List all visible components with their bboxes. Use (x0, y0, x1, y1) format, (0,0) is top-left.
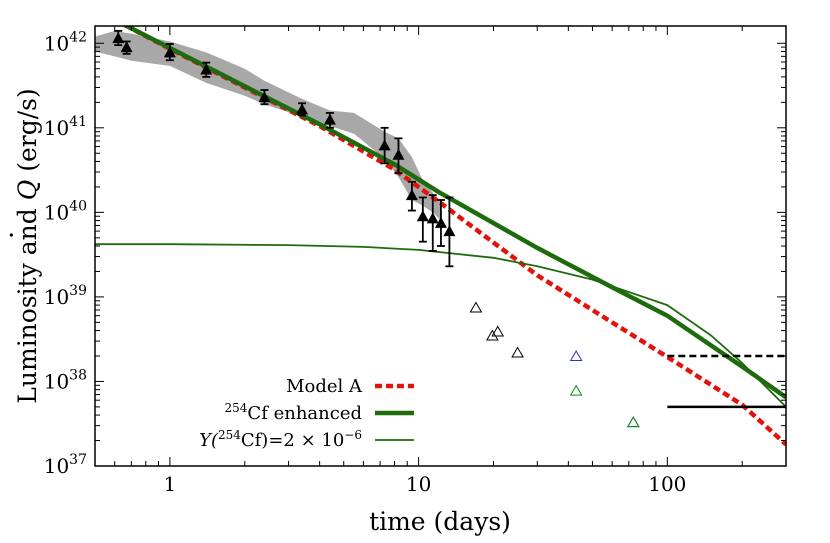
open-triangle-3 (511, 346, 524, 358)
y-tick-exponent: 40 (69, 198, 87, 214)
series-line-1 (122, 26, 786, 400)
open-triangle-2 (491, 325, 505, 337)
data-point-1 (120, 41, 133, 53)
uncertainty-band (95, 30, 441, 221)
data-point-5 (296, 103, 309, 115)
y-tick-label: 1041 (44, 114, 87, 140)
legend-superscript: 254 (225, 401, 248, 415)
x-axis-label: time (days) (369, 507, 511, 536)
y-axis-label-suffix: (erg/s) (13, 88, 42, 179)
open-triangle-5 (569, 384, 583, 396)
y-tick-exponent: 38 (69, 367, 87, 383)
y-tick-label: 1042 (44, 29, 87, 55)
data-point-12 (434, 216, 447, 228)
data-point-6 (323, 113, 336, 125)
legend-label-1: 254Cf enhanced (225, 401, 362, 424)
data-point-8 (392, 148, 405, 160)
open-triangle-1 (486, 329, 499, 341)
data-point-10 (416, 210, 429, 222)
q-dot-accent: · (0, 231, 26, 239)
legend-superscript: 254 (218, 428, 241, 442)
legend-prefix: Y( (199, 430, 219, 451)
y-axis-label-symbol: Q (13, 180, 42, 201)
y-tick-exponent: 42 (69, 29, 87, 45)
legend-label-2: Y(254Cf)=2 × 10−6 (199, 428, 362, 451)
y-tick-base: 10 (44, 285, 69, 309)
open-triangle-6 (626, 416, 640, 428)
open-triangle-0 (469, 301, 483, 313)
data-point-0 (112, 32, 125, 44)
legend-exponent: −6 (344, 428, 362, 442)
data-point-3 (200, 63, 213, 75)
data-point-2 (163, 46, 176, 58)
series-line-2 (95, 243, 786, 408)
x-tick-label: 1 (164, 472, 177, 496)
y-tick-base: 10 (44, 200, 69, 224)
y-tick-exponent: 39 (69, 283, 87, 299)
y-tick-label: 1039 (44, 283, 87, 309)
y-tick-exponent: 37 (69, 452, 87, 468)
open-triangle-7 (626, 416, 640, 428)
y-tick-base: 10 (44, 454, 69, 478)
data-point-13 (443, 225, 456, 237)
data-point-4 (258, 91, 271, 103)
open-triangle-4 (569, 350, 583, 361)
x-tick-label: 100 (648, 472, 686, 496)
legend-text: Cf)=2 × 10 (241, 430, 344, 451)
y-tick-exponent: 41 (69, 114, 87, 130)
y-tick-base: 10 (44, 31, 69, 55)
y-tick-label: 1037 (44, 452, 87, 478)
data-point-7 (378, 139, 391, 151)
y-tick-label: 1040 (44, 198, 87, 224)
data-point-11 (426, 212, 439, 224)
y-tick-label: 1038 (44, 367, 87, 393)
legend-label-0: Model A (286, 376, 363, 397)
x-tick-label: 10 (406, 472, 431, 496)
y-tick-base: 10 (44, 116, 69, 140)
legend-text: Model A (286, 376, 363, 397)
y-tick-base: 10 (44, 369, 69, 393)
y-axis-label-prefix: Luminosity and (13, 200, 42, 403)
legend-text: Cf enhanced (247, 403, 362, 424)
y-axis-label: Luminosity and Q (erg/s) (13, 88, 42, 403)
data-point-9 (405, 189, 418, 201)
